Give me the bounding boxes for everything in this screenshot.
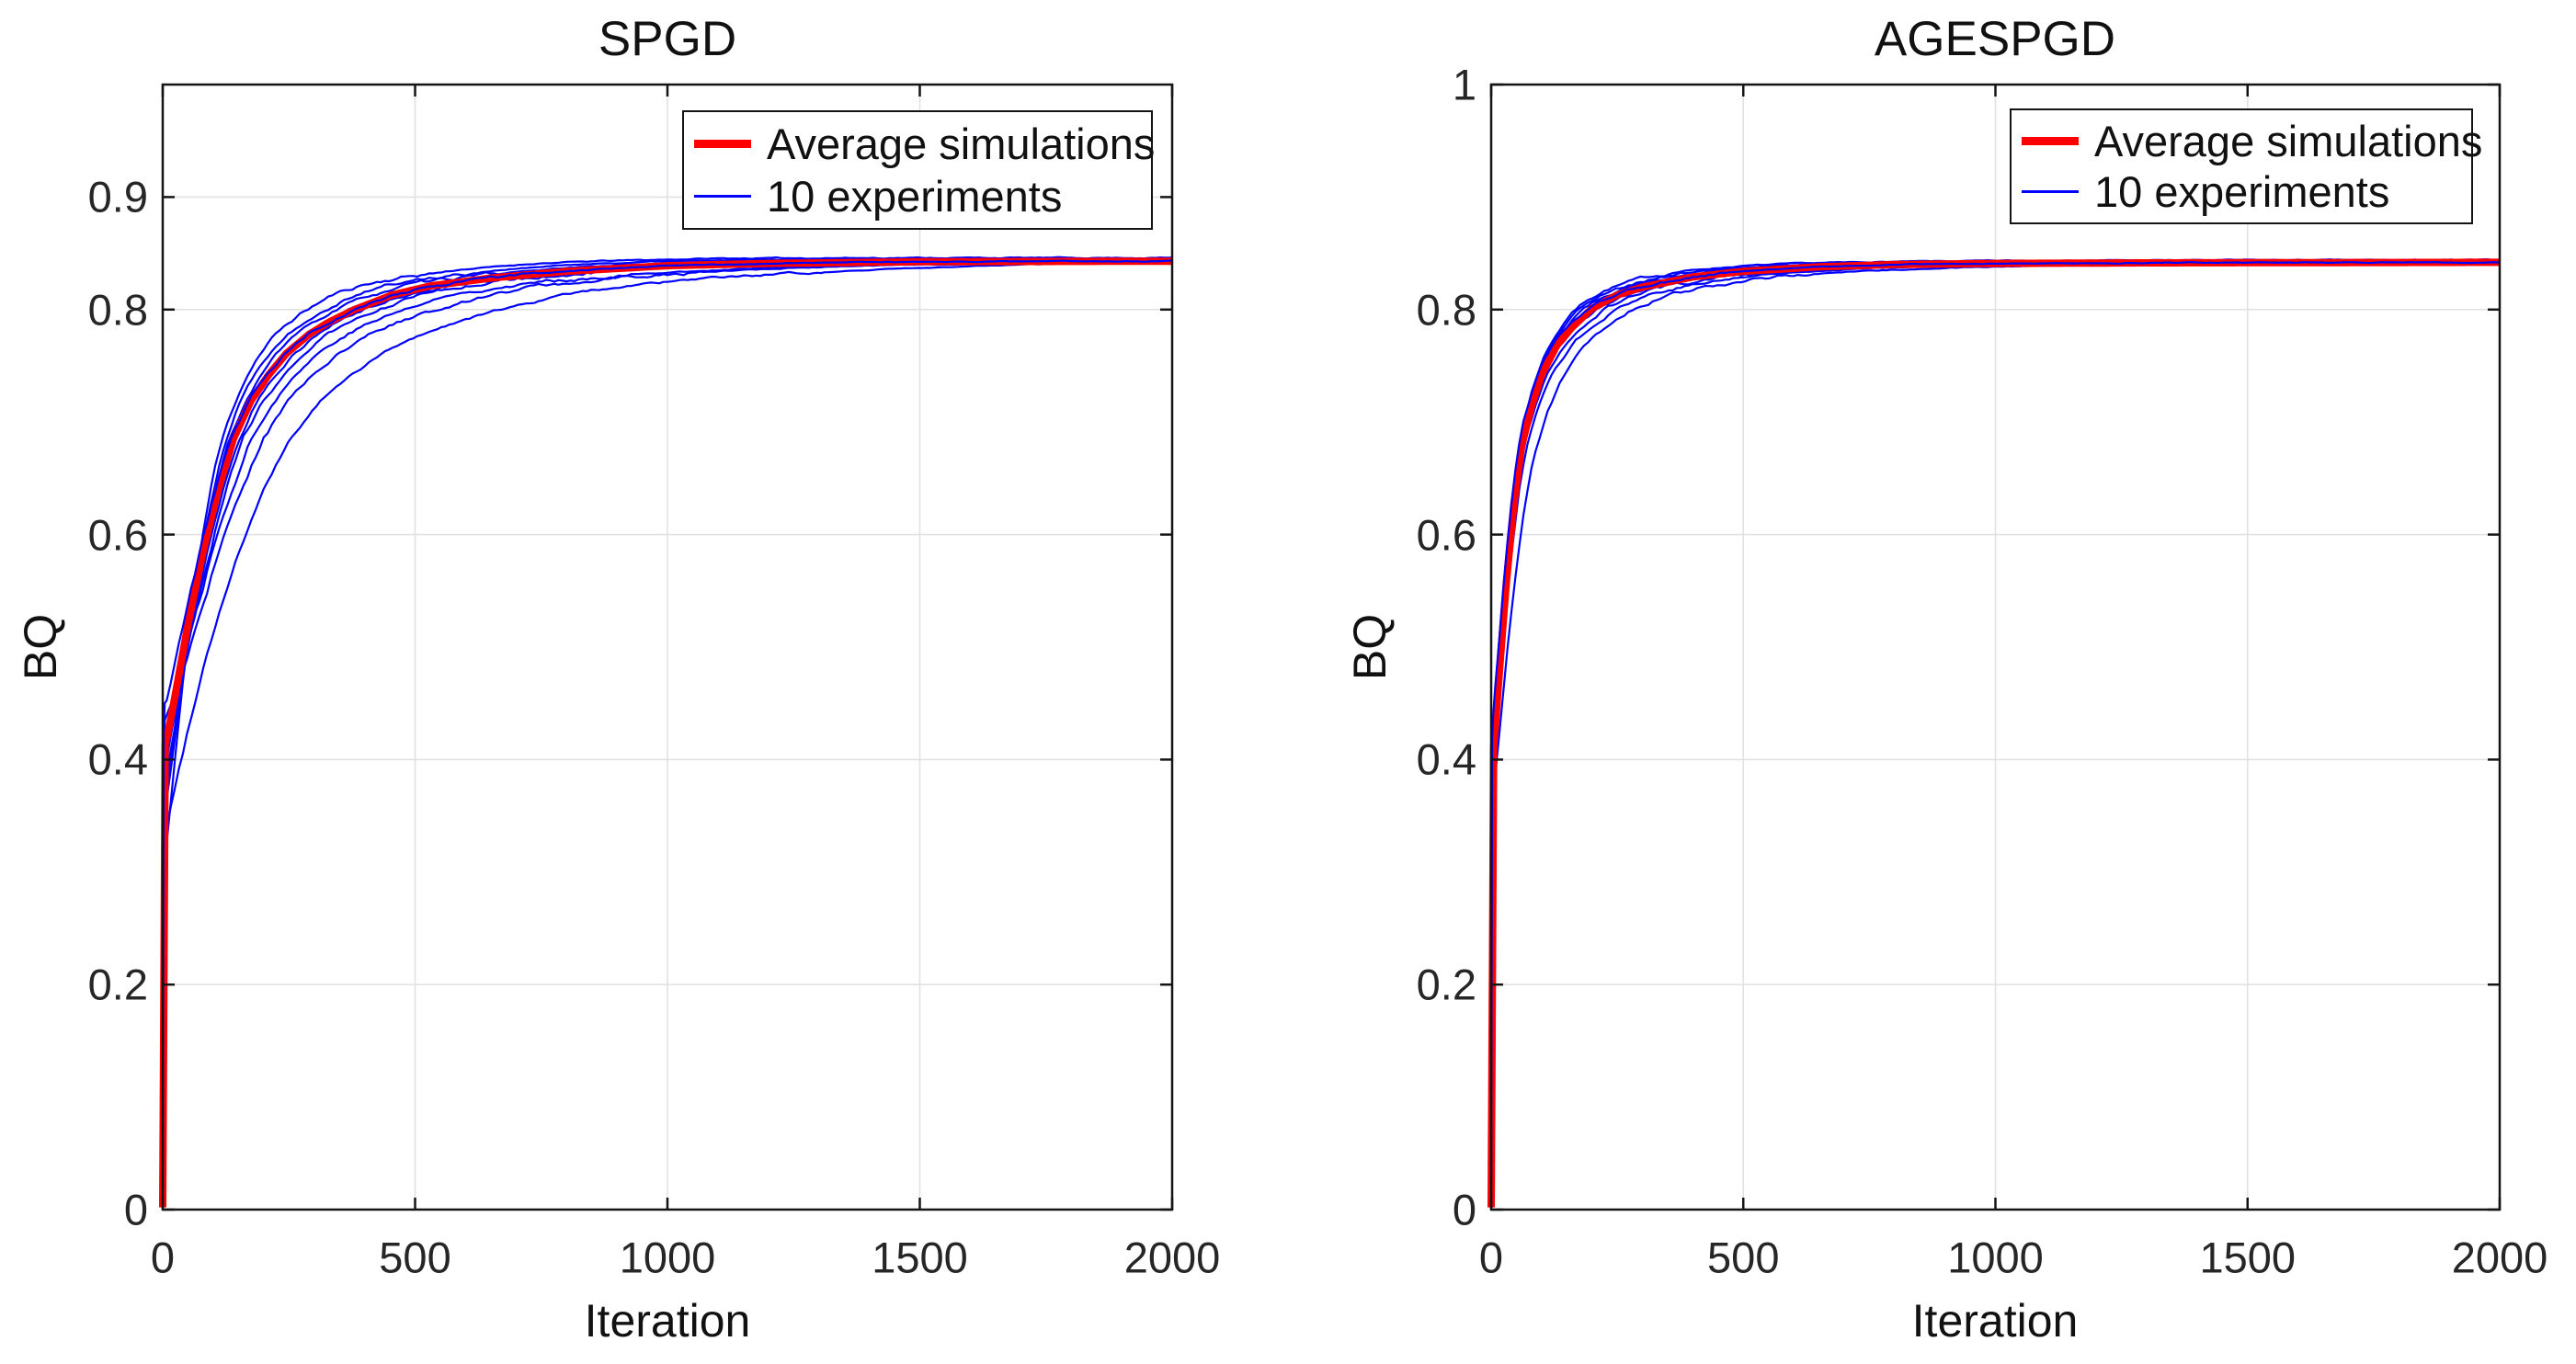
x-tick-label: 1000	[619, 1233, 716, 1282]
y-axis-label-agespgd: BQ	[1344, 613, 1396, 681]
y-tick-label: 0.6	[1416, 510, 1476, 560]
x-tick-label: 0	[150, 1233, 176, 1282]
y-tick-label: 0.6	[87, 510, 148, 560]
plot-title-agespgd: AGESPGD	[1874, 12, 2116, 66]
x-tick-label: 2000	[1123, 1233, 1221, 1282]
average-line-swatch	[2022, 137, 2079, 145]
legend-row-experiments: 10 experiments	[684, 171, 1151, 221]
average-line-swatch	[694, 140, 751, 148]
x-tick-label: 2000	[2451, 1233, 2548, 1282]
y-tick-label: 0.2	[87, 960, 148, 1009]
x-tick-label: 0	[1478, 1233, 1504, 1282]
y-tick-label: 0.8	[87, 285, 148, 335]
x-tick-label: 1500	[872, 1233, 968, 1282]
y-tick-label: 0.9	[87, 172, 148, 222]
x-tick-label: 500	[1707, 1233, 1780, 1282]
y-tick-label: 0	[123, 1185, 148, 1234]
plot-title-spgd: SPGD	[598, 12, 737, 66]
x-axis-label-agespgd: Iteration	[1911, 1295, 2079, 1347]
legend-label-average: Average simulations	[767, 119, 1156, 168]
x-axis-label-spgd: Iteration	[584, 1295, 751, 1347]
legend-row-experiments: 10 experiments	[2012, 166, 2471, 216]
legend-label-average: Average simulations	[2094, 116, 2483, 165]
y-tick-label: 0.4	[1416, 734, 1476, 784]
legend-agespgd: Average simulations 10 experiments	[2010, 108, 2482, 224]
y-tick-label: 0.4	[87, 734, 148, 784]
y-tick-label: 1	[1452, 60, 1476, 109]
legend-label-experiments: 10 experiments	[767, 171, 1063, 221]
experiment-line-swatch	[2022, 190, 2079, 193]
legend-row-average: Average simulations	[684, 120, 1155, 166]
x-tick-label: 1500	[2199, 1233, 2297, 1282]
legend-spgd: Average simulations 10 experiments	[682, 110, 1155, 230]
y-tick-label: 0	[1452, 1185, 1476, 1234]
legend-label-experiments: 10 experiments	[2094, 166, 2390, 216]
y-tick-label: 0.8	[1416, 285, 1476, 335]
x-tick-label: 500	[379, 1233, 451, 1282]
y-axis-label-spgd: BQ	[15, 613, 66, 681]
x-tick-label: 1000	[1947, 1233, 2044, 1282]
y-tick-label: 0.2	[1416, 960, 1476, 1009]
experiment-line-swatch	[694, 195, 751, 198]
legend-row-average: Average simulations	[2012, 118, 2482, 164]
